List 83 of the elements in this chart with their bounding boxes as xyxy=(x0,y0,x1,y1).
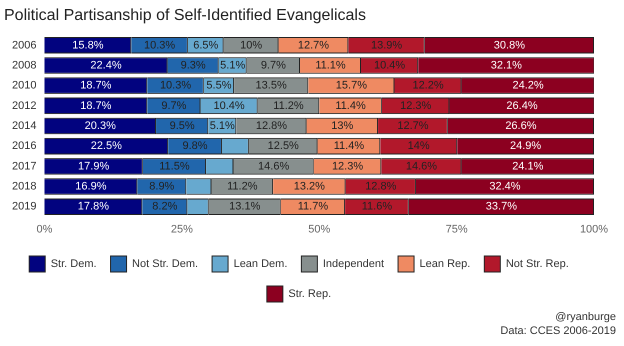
data-label: 14.6% xyxy=(406,160,438,172)
data-label: 15.7% xyxy=(336,80,368,92)
data-label: 13.1% xyxy=(229,200,261,213)
y-tick-label: 2008 xyxy=(12,60,36,72)
y-tick-label: 2019 xyxy=(12,200,36,213)
x-tick-label: 25% xyxy=(170,223,194,236)
data-label: 11.6% xyxy=(362,200,392,213)
data-label: 8.9% xyxy=(149,180,175,193)
data-label: 24.9% xyxy=(510,140,542,152)
legend-label: Str. Rep. xyxy=(288,288,332,300)
data-label: 17.8% xyxy=(78,200,110,213)
data-label: 11.4% xyxy=(335,100,366,112)
data-label: 16.9% xyxy=(75,180,107,193)
data-label: 5.5% xyxy=(206,80,232,92)
data-label: 18.7% xyxy=(80,80,112,92)
data-label: 24.1% xyxy=(512,160,544,172)
data-label: 32.1% xyxy=(490,60,522,72)
data-label: 22.5% xyxy=(90,140,122,152)
legend-label: Lean Dem. xyxy=(234,258,288,270)
legend-label: Lean Rep. xyxy=(420,258,470,270)
data-label: 26.4% xyxy=(506,100,538,112)
legend-label: Str. Dem. xyxy=(50,258,97,270)
data-label: 24.2% xyxy=(512,80,544,92)
data-label: 12.7% xyxy=(298,39,330,52)
data-label: 6.5% xyxy=(193,39,219,52)
data-label: 14.6% xyxy=(258,160,290,172)
y-tick-label: 2017 xyxy=(12,160,36,172)
data-label: 26.6% xyxy=(505,120,537,132)
x-tick-label: 50% xyxy=(308,223,330,236)
data-label: 15.8% xyxy=(72,39,104,52)
data-label: 20.3% xyxy=(84,120,116,132)
y-tick-label: 2012 xyxy=(12,100,36,112)
data-label: 12.2% xyxy=(412,80,444,92)
y-tick-label: 2014 xyxy=(12,120,36,132)
data-label: 5.1% xyxy=(220,60,246,72)
data-label: 10.4% xyxy=(214,100,245,112)
data-label: 13.2% xyxy=(294,180,326,193)
data-label: 9.7% xyxy=(161,100,187,112)
data-label: 12.5% xyxy=(268,140,300,152)
data-label: 5.1% xyxy=(210,120,235,132)
data-label: 9.5% xyxy=(170,120,195,132)
data-label: 12.3% xyxy=(400,100,432,112)
data-label: 13.5% xyxy=(256,80,287,92)
data-label: 11.4% xyxy=(334,140,364,152)
data-label: 11.5% xyxy=(159,160,190,172)
data-label: 18.7% xyxy=(80,100,112,112)
data-label: 10.3% xyxy=(160,80,192,92)
text: @ryanburge xyxy=(554,310,616,324)
x-tick-label: 100% xyxy=(580,223,608,236)
data-label: 9.8% xyxy=(182,140,208,152)
data-label: 11.1% xyxy=(315,60,346,72)
chart-title: Political Partisanship of Self-Identified Evangelicals xyxy=(4,7,366,24)
data-label: 8.2% xyxy=(152,200,178,213)
data-label: 9.3% xyxy=(180,60,206,72)
legend-label: Independent xyxy=(322,258,384,270)
data-label: 33.7% xyxy=(486,200,518,213)
data-label: 12.8% xyxy=(256,120,288,132)
y-tick-label: 2006 xyxy=(12,39,36,52)
data-label: 13.9% xyxy=(370,39,402,52)
text: Data: CCES 2006-2019 xyxy=(500,324,616,338)
data-label: 14% xyxy=(408,140,430,152)
data-label: 12.7% xyxy=(397,120,429,132)
data-label: 10.4% xyxy=(374,60,406,72)
x-tick-label: 0% xyxy=(36,223,53,236)
data-label: 10.3% xyxy=(144,39,176,52)
data-label: 9.7% xyxy=(260,60,286,72)
data-label: 11.7% xyxy=(298,200,328,213)
data-label: 12.8% xyxy=(365,180,397,193)
data-label: 30.8% xyxy=(494,39,526,52)
legend-label: Not Str. Dem. xyxy=(132,258,198,270)
data-label: 10% xyxy=(240,39,262,52)
data-label: 12.3% xyxy=(332,160,364,172)
y-tick-label: 2010 xyxy=(12,80,36,92)
data-label: 13% xyxy=(331,120,354,132)
data-label: 11.2% xyxy=(273,100,304,112)
data-label: 32.4% xyxy=(489,180,521,193)
x-tick-label: 75% xyxy=(446,223,468,236)
data-label: 22.4% xyxy=(90,60,122,72)
data-label: 11.2% xyxy=(227,180,258,193)
data-label: 17.9% xyxy=(78,160,110,172)
y-tick-label: 2016 xyxy=(12,140,36,152)
y-tick-label: 2018 xyxy=(12,180,36,193)
legend-label: Not Str. Rep. xyxy=(506,258,569,270)
